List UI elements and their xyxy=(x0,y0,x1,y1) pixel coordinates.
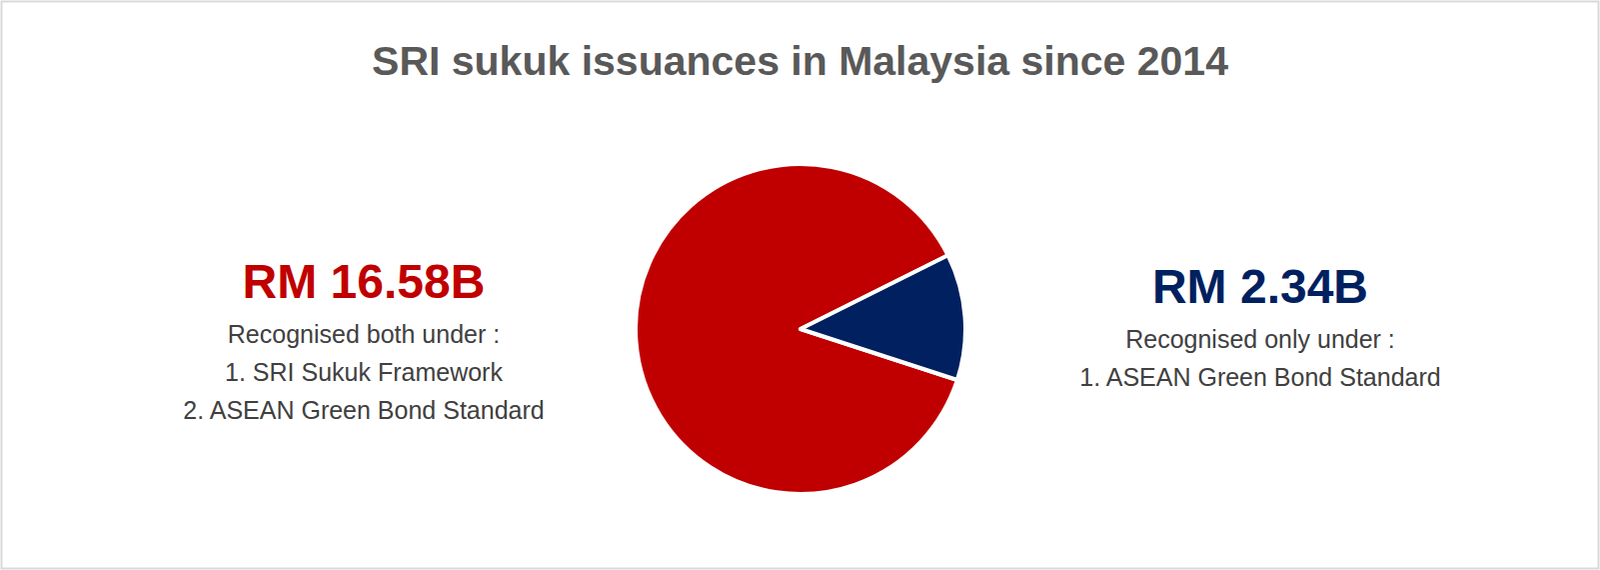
chart-border xyxy=(1,1,1600,569)
category-label: Recognised both under : xyxy=(227,319,500,348)
title: SRI sukuk issuances in Malaysia since 20… xyxy=(371,37,1229,84)
data-label: RM 2.34B xyxy=(1152,259,1369,313)
pie-slice xyxy=(800,254,966,380)
chart: SRI sukuk issuances in Malaysia since 20… xyxy=(0,0,1600,570)
annotation: 1. SRI Sukuk Framework xyxy=(224,357,503,386)
annotation: 1. ASEAN Green Bond Standard xyxy=(1079,362,1441,391)
category-label: Recognised only under : xyxy=(1125,324,1396,353)
pie xyxy=(635,163,966,494)
annotation: 2. ASEAN Green Bond Standard xyxy=(182,395,544,424)
data-label: RM 16.58B xyxy=(242,254,486,308)
